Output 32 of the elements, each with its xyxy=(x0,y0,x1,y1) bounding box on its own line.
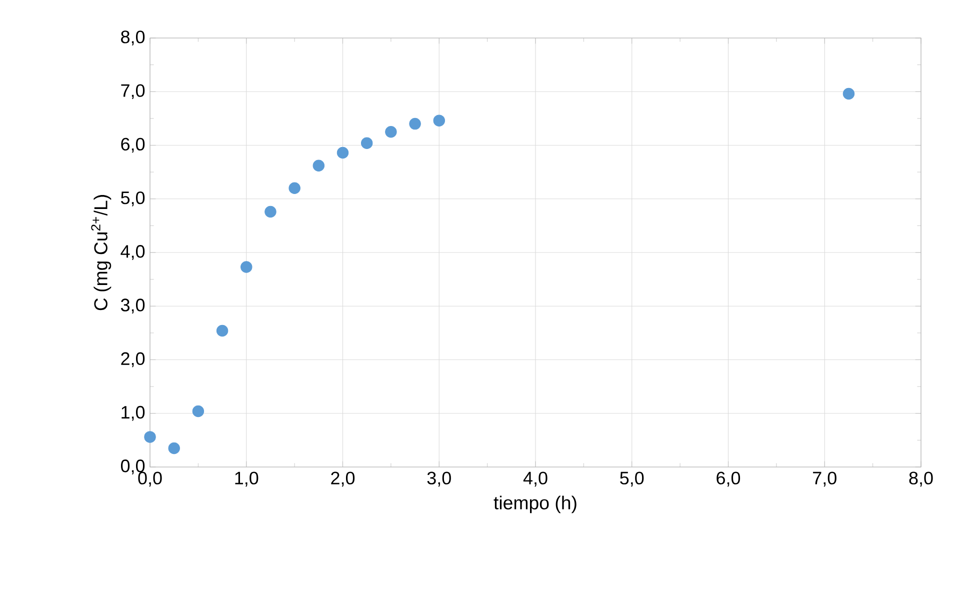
y-tick-label: 2,0 xyxy=(121,352,145,368)
y-tick-label: 8,0 xyxy=(121,30,145,46)
point xyxy=(288,182,300,194)
x-axis-title: tiempo (h) xyxy=(494,496,576,514)
y-axis-title: C (mg Cu$^{2+}$/L) xyxy=(91,195,112,310)
point xyxy=(192,405,204,418)
y-tick-label: 7,0 xyxy=(121,84,145,100)
y-tick-label: 3,0 xyxy=(120,298,145,314)
point xyxy=(842,88,855,100)
x-tick-label: 2,0 xyxy=(331,472,355,487)
y-tick-label: 1,0 xyxy=(122,406,145,421)
y-tick-label: 5,0 xyxy=(120,191,145,206)
x-tick-label: 6,0 xyxy=(716,472,740,487)
point xyxy=(312,160,325,172)
point xyxy=(168,442,180,454)
y-tick-label: 6,0 xyxy=(121,138,145,153)
point xyxy=(336,146,349,159)
point xyxy=(144,431,156,443)
point xyxy=(216,324,228,337)
point xyxy=(264,206,276,218)
x-tick-label: 3,0 xyxy=(427,472,451,487)
point xyxy=(433,114,445,126)
x-tick-label: 7,0 xyxy=(813,472,836,487)
x-tick-label: 8,0 xyxy=(909,472,933,487)
x-tick-label: 1,0 xyxy=(235,472,258,487)
x-tick-label: 5,0 xyxy=(620,472,644,487)
y-tick-label: 4,0 xyxy=(120,245,145,260)
x-tick-label: 4,0 xyxy=(523,472,548,487)
point xyxy=(409,118,421,130)
point xyxy=(360,137,373,149)
point xyxy=(385,126,397,138)
point xyxy=(240,261,252,273)
